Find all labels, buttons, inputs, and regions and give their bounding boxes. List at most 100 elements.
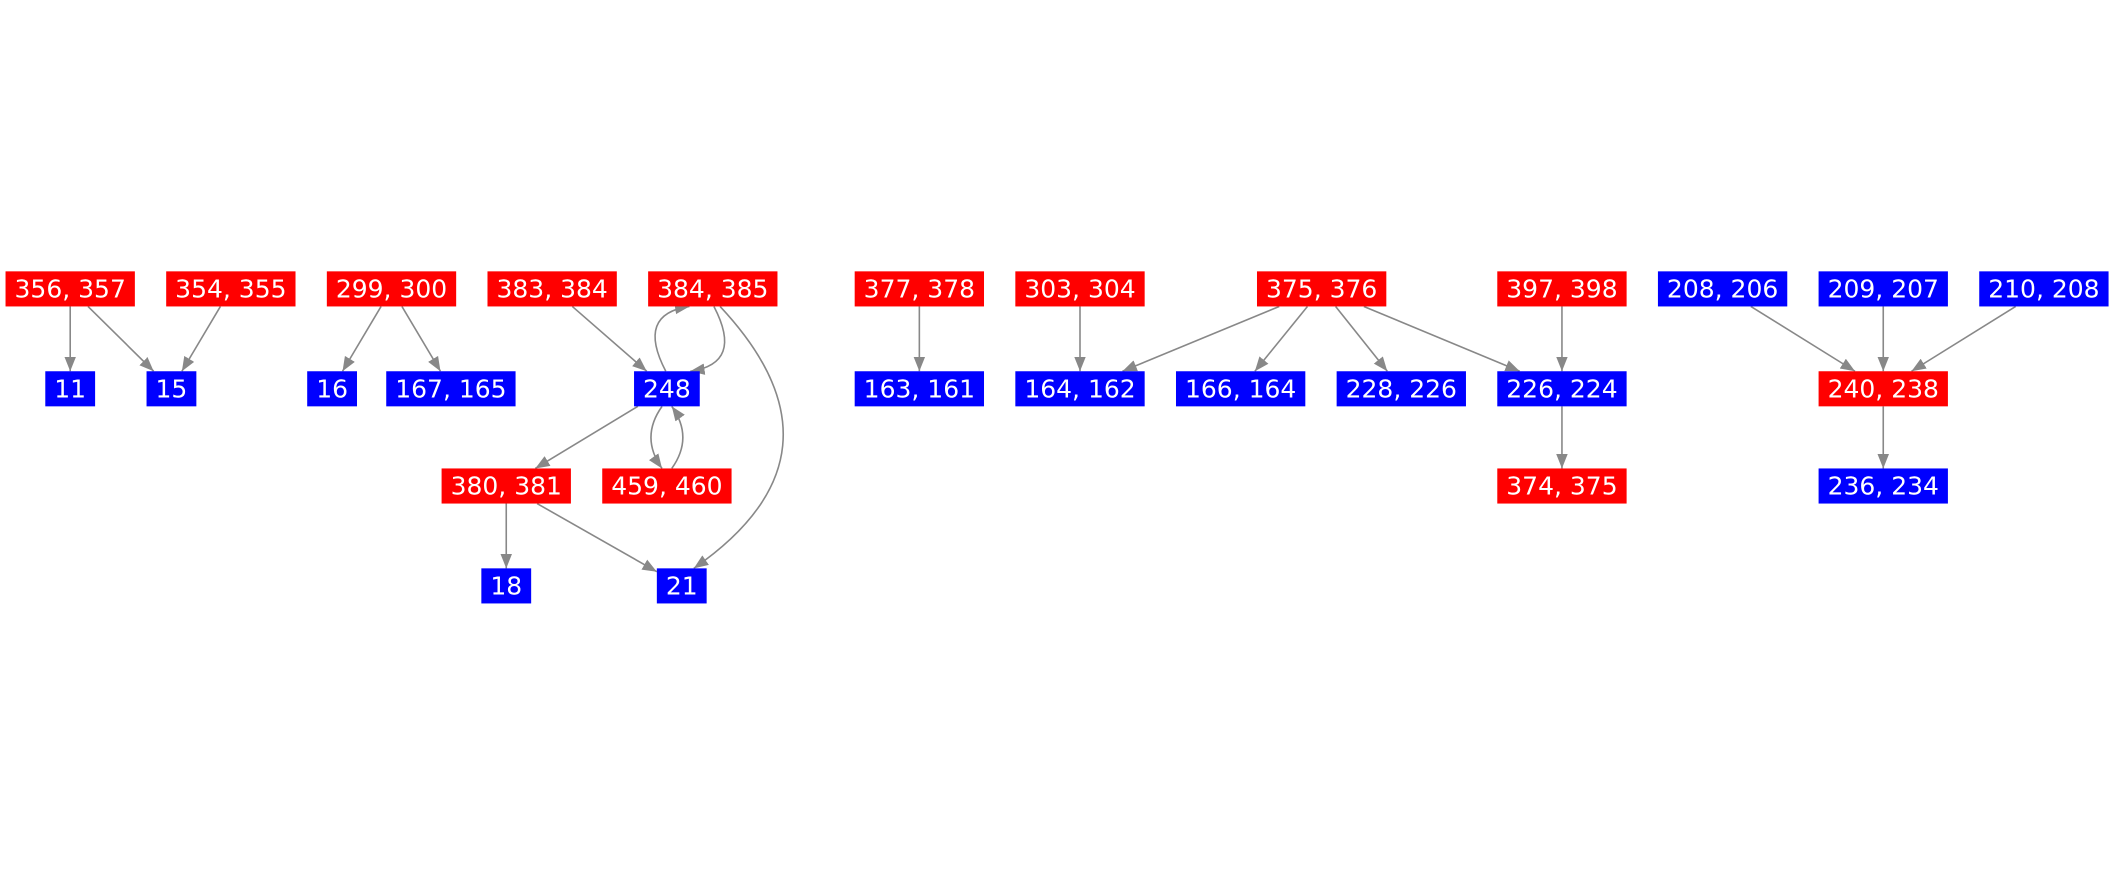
edge	[671, 405, 685, 469]
node-box	[1657, 271, 1788, 307]
node-label: 380, 381	[451, 472, 562, 501]
node-label: 303, 304	[1024, 274, 1135, 303]
node-label: 377, 378	[864, 274, 975, 303]
node-box	[656, 568, 707, 604]
node-box	[854, 371, 985, 407]
edge	[1254, 305, 1309, 372]
node-label: 15	[156, 374, 188, 403]
node-label: 240, 238	[1828, 374, 1939, 403]
node-box	[45, 371, 96, 407]
node-box	[854, 271, 985, 307]
node: 375, 376	[1256, 271, 1387, 307]
node: 374, 375	[1497, 468, 1627, 504]
node: 16	[307, 371, 358, 407]
edge	[534, 405, 639, 470]
edge	[690, 306, 726, 375]
edge	[181, 306, 222, 372]
node-box	[307, 371, 358, 407]
node: 377, 378	[854, 271, 985, 307]
node-box	[1818, 468, 1948, 504]
edges	[64, 302, 2017, 573]
node-box	[1497, 468, 1627, 504]
node: 18	[481, 568, 532, 604]
node-label: 375, 376	[1266, 274, 1377, 303]
node: 11	[45, 371, 96, 407]
edge	[654, 302, 690, 372]
node-box	[386, 371, 516, 407]
node-box	[1497, 271, 1627, 307]
node-label: 208, 206	[1667, 274, 1778, 303]
node: 380, 381	[441, 468, 571, 504]
node-label: 236, 234	[1828, 472, 1939, 501]
node-box	[1818, 271, 1948, 307]
node: 164, 162	[1015, 371, 1145, 407]
node-label: 166, 164	[1185, 374, 1296, 403]
node: 303, 304	[1015, 271, 1145, 307]
edge	[87, 305, 155, 372]
node-box	[5, 271, 135, 307]
node-box	[1015, 371, 1145, 407]
node: 354, 355	[166, 271, 296, 307]
node-box	[441, 468, 571, 504]
node-label: 209, 207	[1828, 274, 1939, 303]
edge	[1122, 305, 1280, 372]
edge	[1750, 305, 1856, 372]
node-label: 228, 226	[1346, 374, 1457, 403]
node-label: 374, 375	[1506, 472, 1617, 501]
node-box	[487, 271, 617, 307]
node-label: 167, 165	[395, 374, 506, 403]
node-label: 226, 224	[1506, 374, 1617, 403]
node: 299, 300	[326, 271, 457, 307]
node: 397, 398	[1497, 271, 1627, 307]
node: 209, 207	[1818, 271, 1948, 307]
node: 228, 226	[1336, 371, 1466, 407]
node: 356, 357	[5, 271, 135, 307]
node-box	[1256, 271, 1387, 307]
node-label: 397, 398	[1506, 274, 1617, 303]
node: 15	[146, 371, 197, 407]
node-box	[326, 271, 457, 307]
node: 226, 224	[1497, 371, 1627, 407]
node: 208, 206	[1657, 271, 1788, 307]
node-box	[602, 468, 732, 504]
node-label: 163, 161	[864, 374, 975, 403]
node-label: 248	[643, 374, 691, 403]
node-box	[1175, 371, 1306, 407]
node-box	[146, 371, 197, 407]
node: 210, 208	[1979, 271, 2109, 307]
node-box	[1336, 371, 1466, 407]
node-box	[166, 271, 296, 307]
node: 384, 385	[648, 271, 778, 307]
node-label: 356, 357	[15, 274, 126, 303]
node-box	[1979, 271, 2109, 307]
node-label: 164, 162	[1024, 374, 1135, 403]
node: 459, 460	[602, 468, 732, 504]
nodes: 356, 357 354, 355 299, 300 383, 384 384, 385…	[5, 271, 2109, 604]
node-box	[1015, 271, 1145, 307]
node-label: 459, 460	[611, 472, 722, 501]
node-label: 384, 385	[657, 274, 768, 303]
node: 248	[634, 371, 700, 407]
node-label: 210, 208	[1988, 274, 2099, 303]
node-box	[481, 568, 532, 604]
node-box	[634, 371, 700, 407]
edge	[1335, 305, 1388, 372]
node-label: 354, 355	[175, 274, 286, 303]
node-box	[648, 271, 778, 307]
node: 166, 164	[1175, 371, 1306, 407]
edge	[693, 305, 784, 570]
node-label: 11	[54, 374, 86, 403]
node-box	[1497, 371, 1627, 407]
node-label: 21	[666, 571, 698, 600]
node-label: 18	[490, 571, 522, 600]
node: 163, 161	[854, 371, 985, 407]
node-label: 299, 300	[336, 274, 447, 303]
node: 240, 238	[1818, 371, 1948, 407]
edge	[1911, 305, 2017, 372]
node-label: 16	[316, 374, 348, 403]
edge	[1363, 305, 1521, 372]
edge	[401, 306, 442, 372]
node: 167, 165	[386, 371, 516, 407]
edge	[571, 305, 648, 372]
